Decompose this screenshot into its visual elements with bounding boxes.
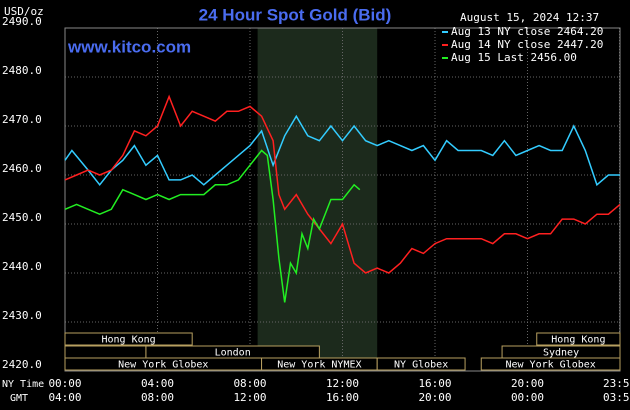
- y-tick-label: 2420.0: [2, 358, 42, 371]
- session-label: Hong Kong: [102, 335, 156, 346]
- session-label: New York Globex: [118, 360, 208, 371]
- x2-tick-label: 16:00: [326, 391, 359, 404]
- y-tick-label: 2430.0: [2, 309, 42, 322]
- legend-swatch: [442, 57, 448, 59]
- session-label: New York Globex: [505, 360, 595, 371]
- y-tick-label: 2490.0: [2, 15, 42, 28]
- plot-border: [64, 27, 621, 372]
- y-axis-label: USD/oz: [4, 5, 44, 18]
- line: [64, 114, 620, 187]
- chart-title: 24 Hour Spot Gold (Bid): [199, 5, 392, 24]
- x2-tick-label: 20:00: [418, 391, 451, 404]
- x-tick-label: 23:59: [603, 377, 630, 390]
- legend-swatch: [442, 44, 448, 46]
- session-box: [64, 332, 193, 346]
- x2-tick-label: 03:59: [603, 391, 630, 404]
- x-tick-label: 00:00: [48, 377, 81, 390]
- session-label: New York NYMEX: [277, 360, 361, 371]
- session-label: Sydney: [543, 348, 579, 359]
- x2-tick-label: 08:00: [141, 391, 174, 404]
- legend-label: Aug 13 NY close 2464.20: [451, 25, 603, 38]
- y-tick-label: 2450.0: [2, 211, 42, 224]
- session-box: [480, 357, 621, 371]
- y-tick-label: 2440.0: [2, 260, 42, 273]
- watermark: www.kitco.com: [67, 37, 191, 56]
- line: [64, 149, 361, 303]
- legend-swatch: [442, 31, 448, 33]
- session-box: [536, 332, 621, 346]
- session-label: NY Globex: [394, 360, 448, 371]
- x2-tick-label: 04:00: [48, 391, 81, 404]
- session-label: London: [215, 348, 251, 359]
- timestamp: August 15, 2024 12:37: [460, 11, 599, 24]
- legend-label: Aug 15 Last 2456.00: [451, 51, 577, 64]
- x-tick-label: 12:00: [326, 377, 359, 390]
- x-tick-label: 20:00: [511, 377, 544, 390]
- x-tick-label: 04:00: [141, 377, 174, 390]
- y-tick-label: 2460.0: [2, 162, 42, 175]
- x2-tick-label: 00:00: [511, 391, 544, 404]
- session-box: [64, 345, 147, 359]
- shaded-region: [257, 28, 378, 371]
- x2-axis-label: GMT: [10, 393, 28, 404]
- x-tick-label: 08:00: [233, 377, 266, 390]
- session-box: [376, 357, 466, 371]
- y-tick-label: 2470.0: [2, 113, 42, 126]
- x-axis-label: NY Time: [2, 379, 44, 390]
- legend-label: Aug 14 NY close 2447.20: [451, 38, 603, 51]
- line: [64, 94, 621, 274]
- y-tick-label: 2480.0: [2, 64, 42, 77]
- x2-tick-label: 12:00: [233, 391, 266, 404]
- x-tick-label: 16:00: [418, 377, 451, 390]
- session-label: Hong Kong: [551, 335, 605, 346]
